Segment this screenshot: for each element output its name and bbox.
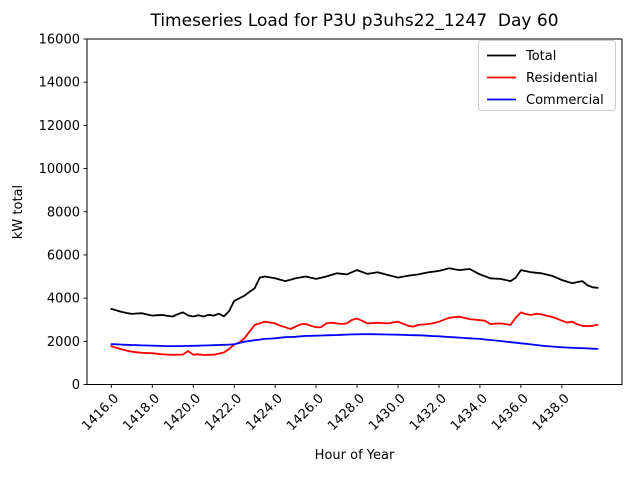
x-tick-label: 1424.0 xyxy=(243,391,286,434)
x-tick-label: 1428.0 xyxy=(325,391,368,434)
x-tick-label: 1436.0 xyxy=(489,391,532,434)
y-axis-label: kW total xyxy=(11,185,26,239)
y-tick-label: 12000 xyxy=(39,119,80,134)
plot-border xyxy=(86,38,623,385)
y-tick-label: 2000 xyxy=(47,335,80,350)
chart-title: Timeseries Load for P3U p3uhs22_1247 Day… xyxy=(149,11,558,31)
legend: Total Residential Commercial xyxy=(478,40,616,111)
x-tick-label: 1430.0 xyxy=(366,391,409,434)
y-tick-label: 6000 xyxy=(47,248,80,263)
series-line-commercial xyxy=(110,333,599,350)
x-tick-label: 1434.0 xyxy=(448,391,491,434)
y-tick-label: 16000 xyxy=(39,33,80,48)
x-tick-label: 1422.0 xyxy=(202,391,245,434)
x-tick-label: 1438.0 xyxy=(530,391,573,434)
series-line-residential xyxy=(110,311,599,356)
y-tick-label: 4000 xyxy=(47,292,80,307)
y-tick-label: 10000 xyxy=(39,162,80,177)
legend-label-commercial: Commercial xyxy=(526,93,604,108)
legend-box xyxy=(478,40,616,111)
legend-label-residential: Residential xyxy=(526,71,598,86)
x-tick-label: 1420.0 xyxy=(161,391,204,434)
y-tick-label: 8000 xyxy=(47,205,80,220)
y-tick-label: 0 xyxy=(72,378,80,393)
x-tick-label: 1418.0 xyxy=(120,391,163,434)
x-tick-label: 1432.0 xyxy=(407,391,450,434)
x-axis-label: Hour of Year xyxy=(315,448,395,463)
legend-label-total: Total xyxy=(525,49,556,64)
x-tick-label: 1426.0 xyxy=(284,391,327,434)
y-tick-label: 14000 xyxy=(39,76,80,91)
x-tick-label: 1416.0 xyxy=(79,391,122,434)
series-line-total xyxy=(110,267,599,318)
